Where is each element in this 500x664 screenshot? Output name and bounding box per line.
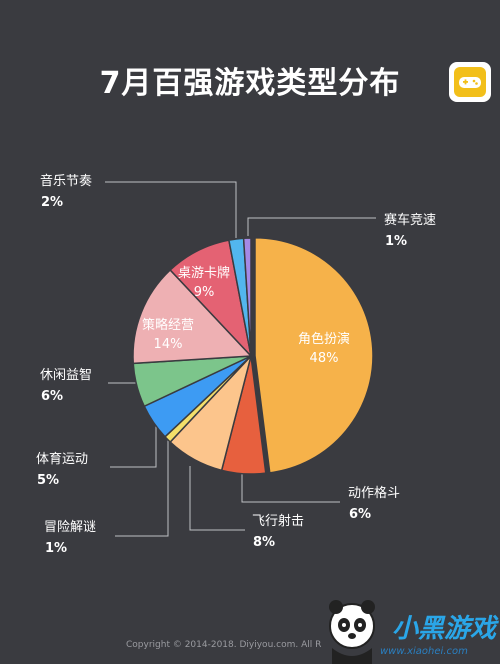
slice-value-7: 9% [194,285,215,300]
pie-slice-0 [254,236,374,474]
slice-label-6: 策略经营 [142,317,194,333]
panda-icon [329,600,375,664]
slice-value-9: 1% [385,234,407,249]
slice-label-1: 动作格斗 [348,485,400,501]
callout-lines [105,181,376,537]
slice-label-0: 角色扮演 [298,331,350,347]
callout-line-4 [110,420,157,468]
pie-slice-9 [242,237,252,357]
watermark-brand: 小黑游戏 [392,614,497,644]
slice-label-3: 冒险解谜 [44,520,96,535]
page-title: 7月百强游戏类型分布 [99,66,401,101]
copyright-text: Copyright © 2014-2018. Diyiyou.com. All … [126,640,322,650]
slice-label-8: 音乐节奏 [40,173,92,189]
slice-value-1: 6% [349,507,371,522]
slice-value-8: 2% [41,195,63,210]
slice-label-2: 飞行射击 [252,513,304,529]
callout-line-5 [108,370,137,384]
callout-line-8 [105,181,237,238]
slice-value-4: 5% [37,473,59,488]
slice-label-5: 休闲益智 [40,368,92,383]
slice-labels: 角色扮演 48% 动作格斗 6% 飞行射击 8% 冒险解谜 1% 体育运动 5% 休闲益智 6% 策略经… [36,173,436,556]
slice-value-2: 8% [253,535,275,550]
slice-value-0: 48% [310,351,339,366]
gamepad-icon[interactable] [449,62,491,102]
slice-value-6: 14% [154,337,183,352]
pie-slices [132,236,374,475]
slice-label-4: 体育运动 [36,451,88,467]
slice-label-7: 桌游卡牌 [178,265,230,281]
watermark-url: www.xiaohei.com [380,646,468,657]
slice-label-9: 赛车竞速 [384,212,436,228]
slice-value-3: 1% [45,541,67,556]
pie-slice-6 [132,268,253,365]
slice-value-5: 6% [41,389,63,404]
callout-line-2 [189,466,245,531]
callout-line-3 [115,430,169,537]
callout-line-9 [247,217,376,236]
callout-line-1 [241,468,340,503]
